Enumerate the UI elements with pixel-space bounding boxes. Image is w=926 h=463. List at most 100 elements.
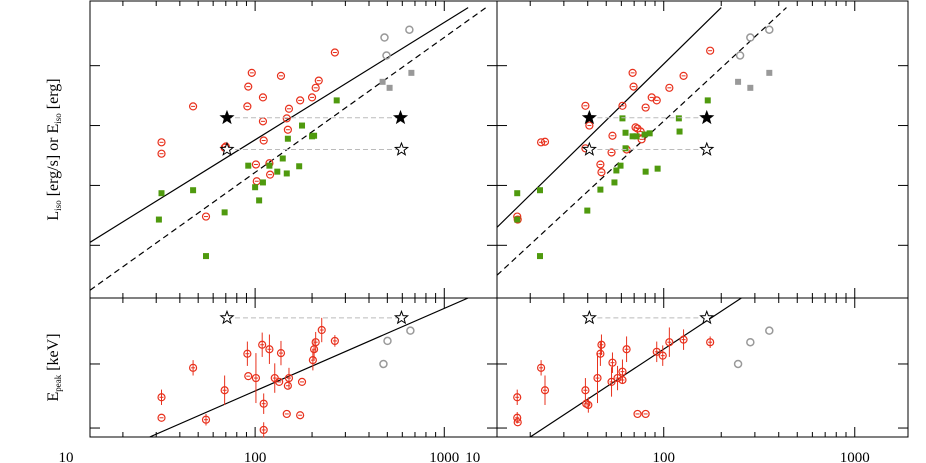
marker-ring	[536, 363, 546, 372]
data-point	[654, 165, 661, 172]
marker-ring	[540, 386, 550, 395]
data-point	[219, 309, 235, 325]
data-point	[622, 129, 629, 136]
data-point	[251, 373, 261, 383]
data-point	[618, 375, 627, 385]
data-point	[158, 190, 165, 197]
data-point	[259, 136, 268, 145]
data-point	[629, 82, 638, 91]
marker-ring	[679, 71, 688, 80]
data-point	[393, 141, 410, 156]
data-point	[747, 84, 754, 91]
data-point	[382, 51, 391, 60]
marker-ring	[513, 418, 522, 427]
data-point	[581, 101, 590, 110]
data-point	[330, 48, 339, 57]
marker-ring	[259, 399, 268, 408]
data-point	[618, 101, 627, 110]
data-point	[641, 103, 650, 112]
fit-line	[90, 7, 469, 243]
data-point	[665, 338, 674, 347]
data-point	[283, 381, 292, 390]
data-point	[584, 207, 591, 214]
data-point	[676, 128, 683, 135]
data-point	[244, 82, 253, 91]
data-point	[220, 386, 229, 395]
marker-ring	[631, 123, 640, 132]
data-point	[406, 326, 415, 335]
marker-ring	[597, 340, 606, 349]
data-point	[622, 345, 631, 354]
y-axis-label-part: [keV]	[45, 333, 62, 374]
marker-ring	[276, 71, 286, 80]
data-point	[581, 309, 597, 325]
marker-ring	[259, 425, 268, 435]
marker-ring	[513, 393, 522, 402]
data-point	[607, 377, 616, 387]
data-point	[622, 145, 629, 152]
y-axis-label-part: peak	[53, 374, 63, 391]
data-point	[311, 83, 320, 92]
data-point	[266, 162, 273, 169]
data-point	[679, 71, 688, 80]
marker-ring	[608, 358, 617, 367]
data-point	[201, 212, 211, 221]
marker-ring	[284, 104, 294, 113]
data-point	[405, 25, 414, 34]
data-point	[608, 358, 617, 367]
marker-ring	[244, 372, 253, 381]
data-point	[258, 340, 267, 349]
marker-ring	[251, 160, 261, 169]
marker-ring	[607, 377, 616, 387]
marker-ring	[658, 351, 667, 360]
marker-ring	[613, 373, 622, 383]
marker-ring	[259, 136, 268, 145]
data-point	[201, 415, 211, 424]
data-point	[633, 409, 642, 419]
y-axis-label-part: L	[45, 211, 62, 221]
data-point	[393, 309, 410, 325]
x-tick-label: 10	[465, 450, 480, 463]
data-point	[245, 162, 252, 169]
data-point	[746, 337, 755, 347]
data-point	[584, 400, 593, 410]
marker-ring	[618, 375, 627, 385]
data-point	[311, 132, 318, 139]
data-point	[383, 336, 392, 346]
data-point	[536, 187, 543, 194]
data-point	[259, 399, 268, 408]
marker-ring	[540, 137, 550, 146]
x-tick-label: 10	[58, 450, 73, 463]
marker-ring	[311, 83, 320, 92]
data-point	[243, 102, 252, 111]
marker-ring	[188, 363, 198, 372]
data-point	[379, 359, 388, 369]
data-point	[699, 141, 715, 156]
data-point	[155, 216, 162, 223]
marker-ring	[251, 373, 261, 383]
marker-ring	[265, 170, 275, 179]
data-point	[766, 69, 773, 76]
data-point	[296, 163, 303, 170]
marker-ring	[157, 393, 166, 402]
data-point	[330, 336, 339, 346]
data-point	[157, 138, 166, 147]
marker-ring	[622, 345, 631, 354]
data-point	[265, 170, 275, 179]
data-point	[513, 418, 522, 427]
marker-ring	[275, 377, 284, 387]
marker-ring	[283, 381, 292, 390]
marker-ring	[706, 338, 715, 347]
data-point	[706, 338, 715, 347]
data-point	[299, 122, 306, 129]
data-point	[190, 187, 197, 194]
data-point	[679, 335, 688, 344]
data-point	[276, 71, 286, 80]
data-point	[513, 393, 522, 402]
data-point	[597, 186, 604, 193]
data-point	[386, 84, 393, 91]
data-point	[706, 46, 715, 55]
data-point	[283, 170, 290, 177]
frame	[496, 297, 909, 438]
data-point	[633, 133, 640, 140]
